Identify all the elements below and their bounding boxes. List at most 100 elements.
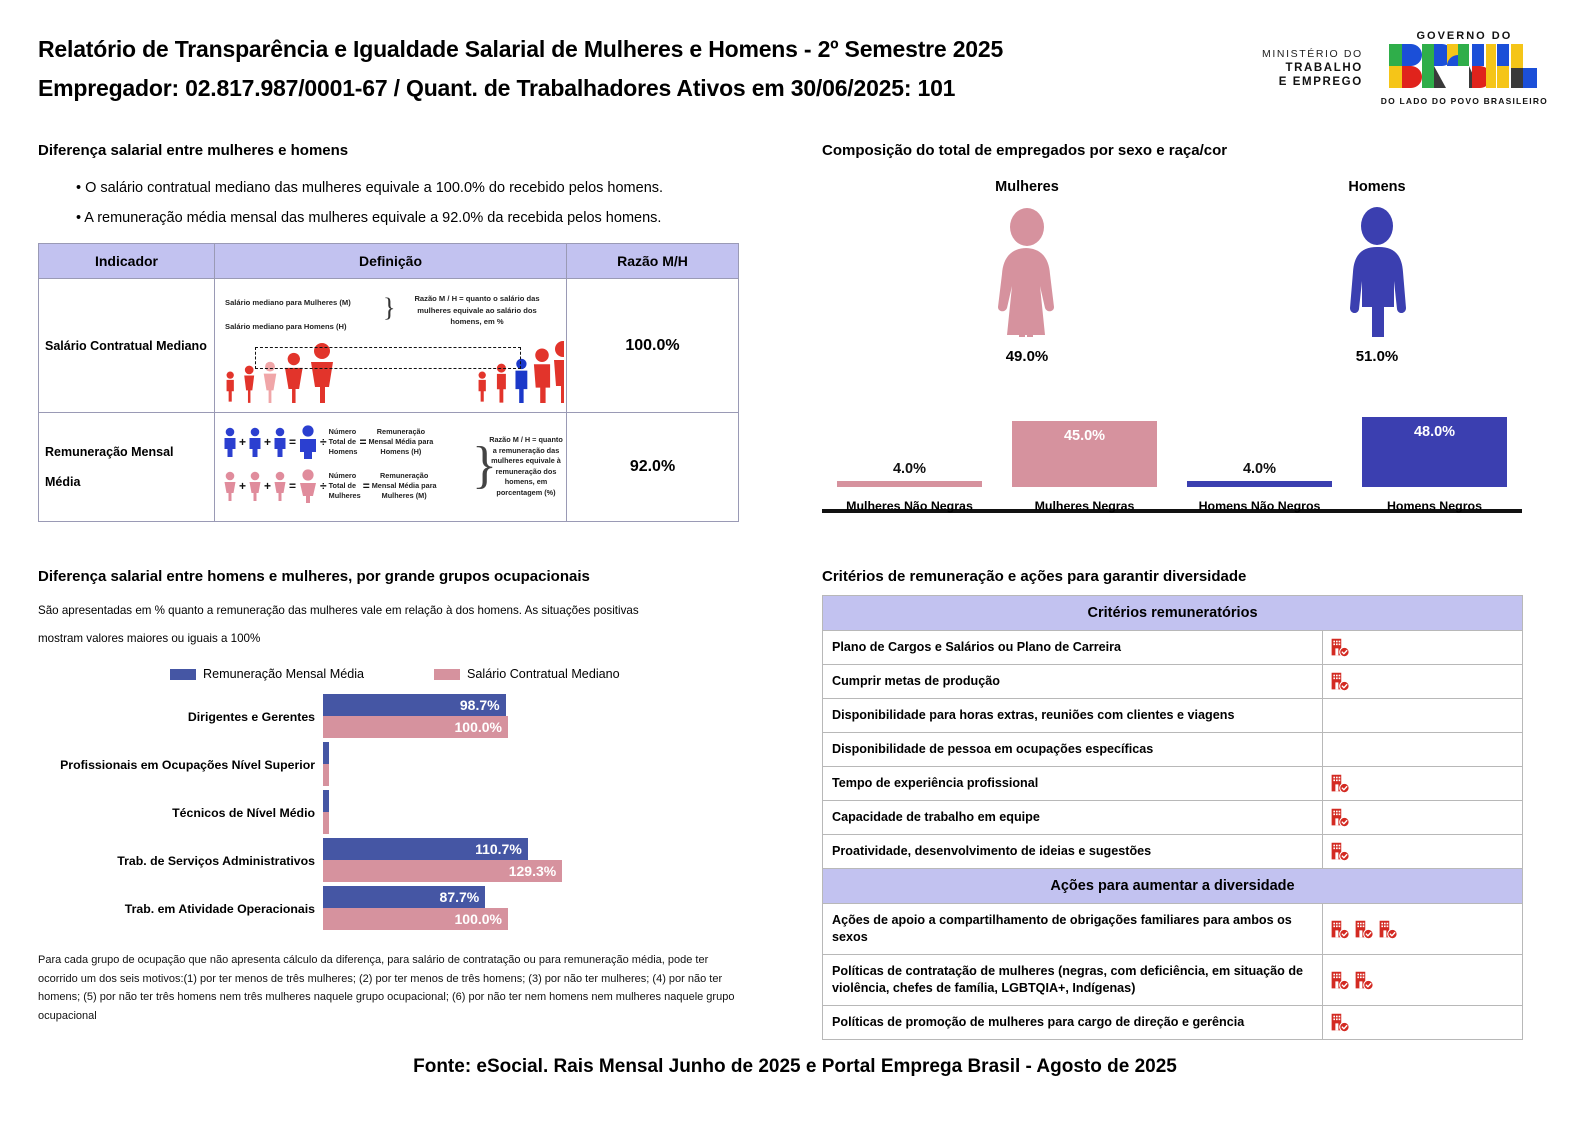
legend-swatch-average bbox=[170, 668, 196, 680]
chart-row-bars: 98.7% 100.0% bbox=[323, 693, 778, 741]
row-label-average-pay: Remuneração Mensal Média bbox=[38, 412, 215, 522]
criteria-row-icons bbox=[1322, 766, 1523, 801]
diagram-label-men-median: Salário mediano para Homens (H) bbox=[225, 322, 347, 331]
man-large-icon bbox=[300, 425, 317, 459]
woman-icon bbox=[249, 471, 261, 501]
composition-title: Composição do total de empregados por se… bbox=[822, 142, 1228, 159]
bar: 87.7% bbox=[323, 886, 486, 908]
identity-sign: = bbox=[362, 479, 370, 493]
criteria-header: Critérios remuneratórios bbox=[822, 595, 1523, 631]
race-composition-bar-chart: 4.0% Mulheres Não Negras 45.0% Mulheres Neg… bbox=[822, 416, 1532, 527]
comparison-dashed-box bbox=[255, 347, 521, 369]
man-figure-icon bbox=[1350, 207, 1406, 353]
ratio-median-salary: 100.0% bbox=[566, 278, 739, 413]
building-check-icon bbox=[1355, 920, 1374, 939]
table-row: Disponibilidade de pessoa em ocupações e… bbox=[822, 732, 1523, 767]
plus-sign: + bbox=[239, 479, 247, 493]
building-check-icon bbox=[1331, 971, 1350, 990]
table-row: Capacidade de trabalho em equipe bbox=[822, 800, 1523, 835]
table-row: Cumprir metas de produção bbox=[822, 664, 1523, 699]
women-formula-row: + + = ÷ Número Total de Mulheres = bbox=[223, 469, 437, 503]
divide-sign: ÷ bbox=[320, 435, 327, 449]
chart-row-label: Trab. em Atividade Operacionais bbox=[124, 902, 315, 916]
occupational-bar-chart: Dirigentes e Gerentes 98.7% 100.0% Profissi… bbox=[38, 693, 778, 933]
chart-row-label: Profissionais em Ocupações Nível Superio… bbox=[60, 758, 315, 772]
gov-top-text: GOVERNO DO bbox=[1416, 30, 1513, 42]
criteria-row-label: Políticas de contratação de mulheres (ne… bbox=[822, 954, 1323, 1006]
bar-group: 45.0% Mulheres Negras bbox=[997, 421, 1172, 513]
criteria-row-label: Plano de Cargos e Salários ou Plano de C… bbox=[822, 630, 1323, 665]
equals-sign: = bbox=[289, 435, 297, 449]
chart-row: Trab. em Atividade Operacionais 87.7% 100.… bbox=[38, 885, 778, 933]
criteria-row-icons bbox=[1322, 800, 1523, 835]
bar bbox=[323, 764, 329, 786]
criteria-row-label: Ações de apoio a compartilhamento de obr… bbox=[822, 903, 1323, 955]
table-row: Políticas de promoção de mulheres para c… bbox=[822, 1005, 1523, 1040]
median-salary-diagram: Salário mediano para Mulheres (M) Salári… bbox=[219, 283, 564, 408]
criteria-row-icons bbox=[1322, 903, 1523, 955]
bar-group: 48.0% Homens Negros bbox=[1347, 416, 1522, 513]
legend-label-median: Salário Contratual Mediano bbox=[467, 667, 620, 681]
brace-icon: } bbox=[472, 437, 497, 494]
women-result-l3: Mulheres (M) bbox=[381, 491, 427, 500]
woman-figure-icon bbox=[998, 208, 1054, 377]
col-definicao: Definição bbox=[214, 243, 567, 279]
chart-row: Técnicos de Nível Médio bbox=[38, 789, 778, 837]
table-row: Políticas de contratação de mulheres (ne… bbox=[822, 954, 1523, 1006]
criteria-row-label: Políticas de promoção de mulheres para c… bbox=[822, 1005, 1323, 1040]
building-check-icon bbox=[1331, 1013, 1350, 1033]
legend-item-median: Salário Contratual Mediano bbox=[434, 667, 620, 681]
men-total-l3: Homens bbox=[328, 447, 358, 456]
chart-row-bars: 110.7% 129.3% bbox=[323, 837, 778, 885]
bar: 98.7% bbox=[323, 694, 506, 716]
occupational-section: Diferença salarial entre homens e mulher… bbox=[38, 568, 778, 1025]
bar-group: 4.0% Homens Não Negros bbox=[1172, 461, 1347, 513]
table-row: Plano de Cargos e Salários ou Plano de C… bbox=[822, 630, 1523, 665]
building-check-icon bbox=[1331, 920, 1350, 939]
indicator-table: Indicador Definição Razão M/H Salário Co… bbox=[38, 243, 739, 522]
criteria-table: Critérios remuneratórios Plano de Cargos … bbox=[822, 595, 1523, 1040]
women-result-text: Remuneração Mensal Média para Mulheres (… bbox=[372, 471, 437, 501]
criteria-section: Critérios de remuneração e ações para ga… bbox=[822, 568, 1523, 1040]
gov-bottom-text: DO LADO DO POVO BRASILEIRO bbox=[1380, 96, 1548, 106]
plus-sign: + bbox=[264, 435, 272, 449]
diagram-explanation-average: Razão M / H = quanto a remuneração das m… bbox=[489, 435, 563, 497]
salary-difference-bullets: • O salário contratual mediano das mulhe… bbox=[38, 173, 743, 233]
bar: 100.0% bbox=[323, 716, 508, 738]
bar bbox=[323, 790, 329, 812]
women-result-l1: Remuneração bbox=[380, 471, 429, 480]
row-label-line-2: Média bbox=[45, 475, 81, 489]
plus-sign: + bbox=[264, 479, 272, 493]
building-check-icon bbox=[1331, 842, 1350, 862]
table-row: Salário Contratual Mediano Salário media… bbox=[38, 278, 739, 413]
page-title: Relatório de Transparência e Igualdade S… bbox=[38, 36, 1004, 62]
building-check-icon bbox=[1379, 920, 1398, 939]
bar-value-label: 4.0% bbox=[892, 461, 927, 477]
criteria-row-label: Disponibilidade de pessoa em ocupações e… bbox=[822, 732, 1323, 767]
definition-cell-median: Salário mediano para Mulheres (M) Salári… bbox=[214, 278, 567, 413]
building-check-icon bbox=[1355, 971, 1374, 990]
brasil-brand-icon bbox=[1389, 44, 1538, 88]
building-check-icon bbox=[1331, 638, 1350, 658]
plus-sign: + bbox=[239, 435, 247, 449]
table-row: Remuneração Mensal Média + + = ÷ bbox=[38, 412, 739, 522]
criteria-row-icons bbox=[1322, 954, 1523, 1006]
women-total-l1: Número bbox=[328, 471, 357, 480]
salary-difference-title: Diferença salarial entre mulheres e home… bbox=[38, 142, 349, 159]
equals-sign: = bbox=[289, 479, 297, 493]
men-total-l2: Total de bbox=[328, 437, 357, 446]
average-pay-diagram: + + = ÷ Número Total de Homens = bbox=[219, 417, 564, 517]
women-total-text: Número Total de Mulheres bbox=[329, 471, 361, 501]
bar-category-label: Homens Não Negros bbox=[1198, 499, 1321, 513]
composition-women-col: Mulheres 49.0% bbox=[927, 179, 1127, 377]
bar-value-label: 45.0% bbox=[1063, 428, 1106, 445]
page-header: Relatório de Transparência e Igualdade S… bbox=[0, 0, 1590, 120]
table-row: Ações de apoio a compartilhamento de obr… bbox=[822, 903, 1523, 955]
definition-cell-average: + + = ÷ Número Total de Homens = bbox=[214, 412, 567, 522]
bullet-average: • A remuneração média mensal das mulhere… bbox=[76, 210, 662, 226]
legend-label-average: Remuneração Mensal Média bbox=[203, 667, 365, 681]
man-icon bbox=[249, 427, 261, 457]
legend-swatch-median bbox=[434, 668, 461, 680]
chart-row-bars bbox=[323, 741, 778, 789]
actions-header: Ações para aumentar a diversidade bbox=[822, 868, 1523, 904]
